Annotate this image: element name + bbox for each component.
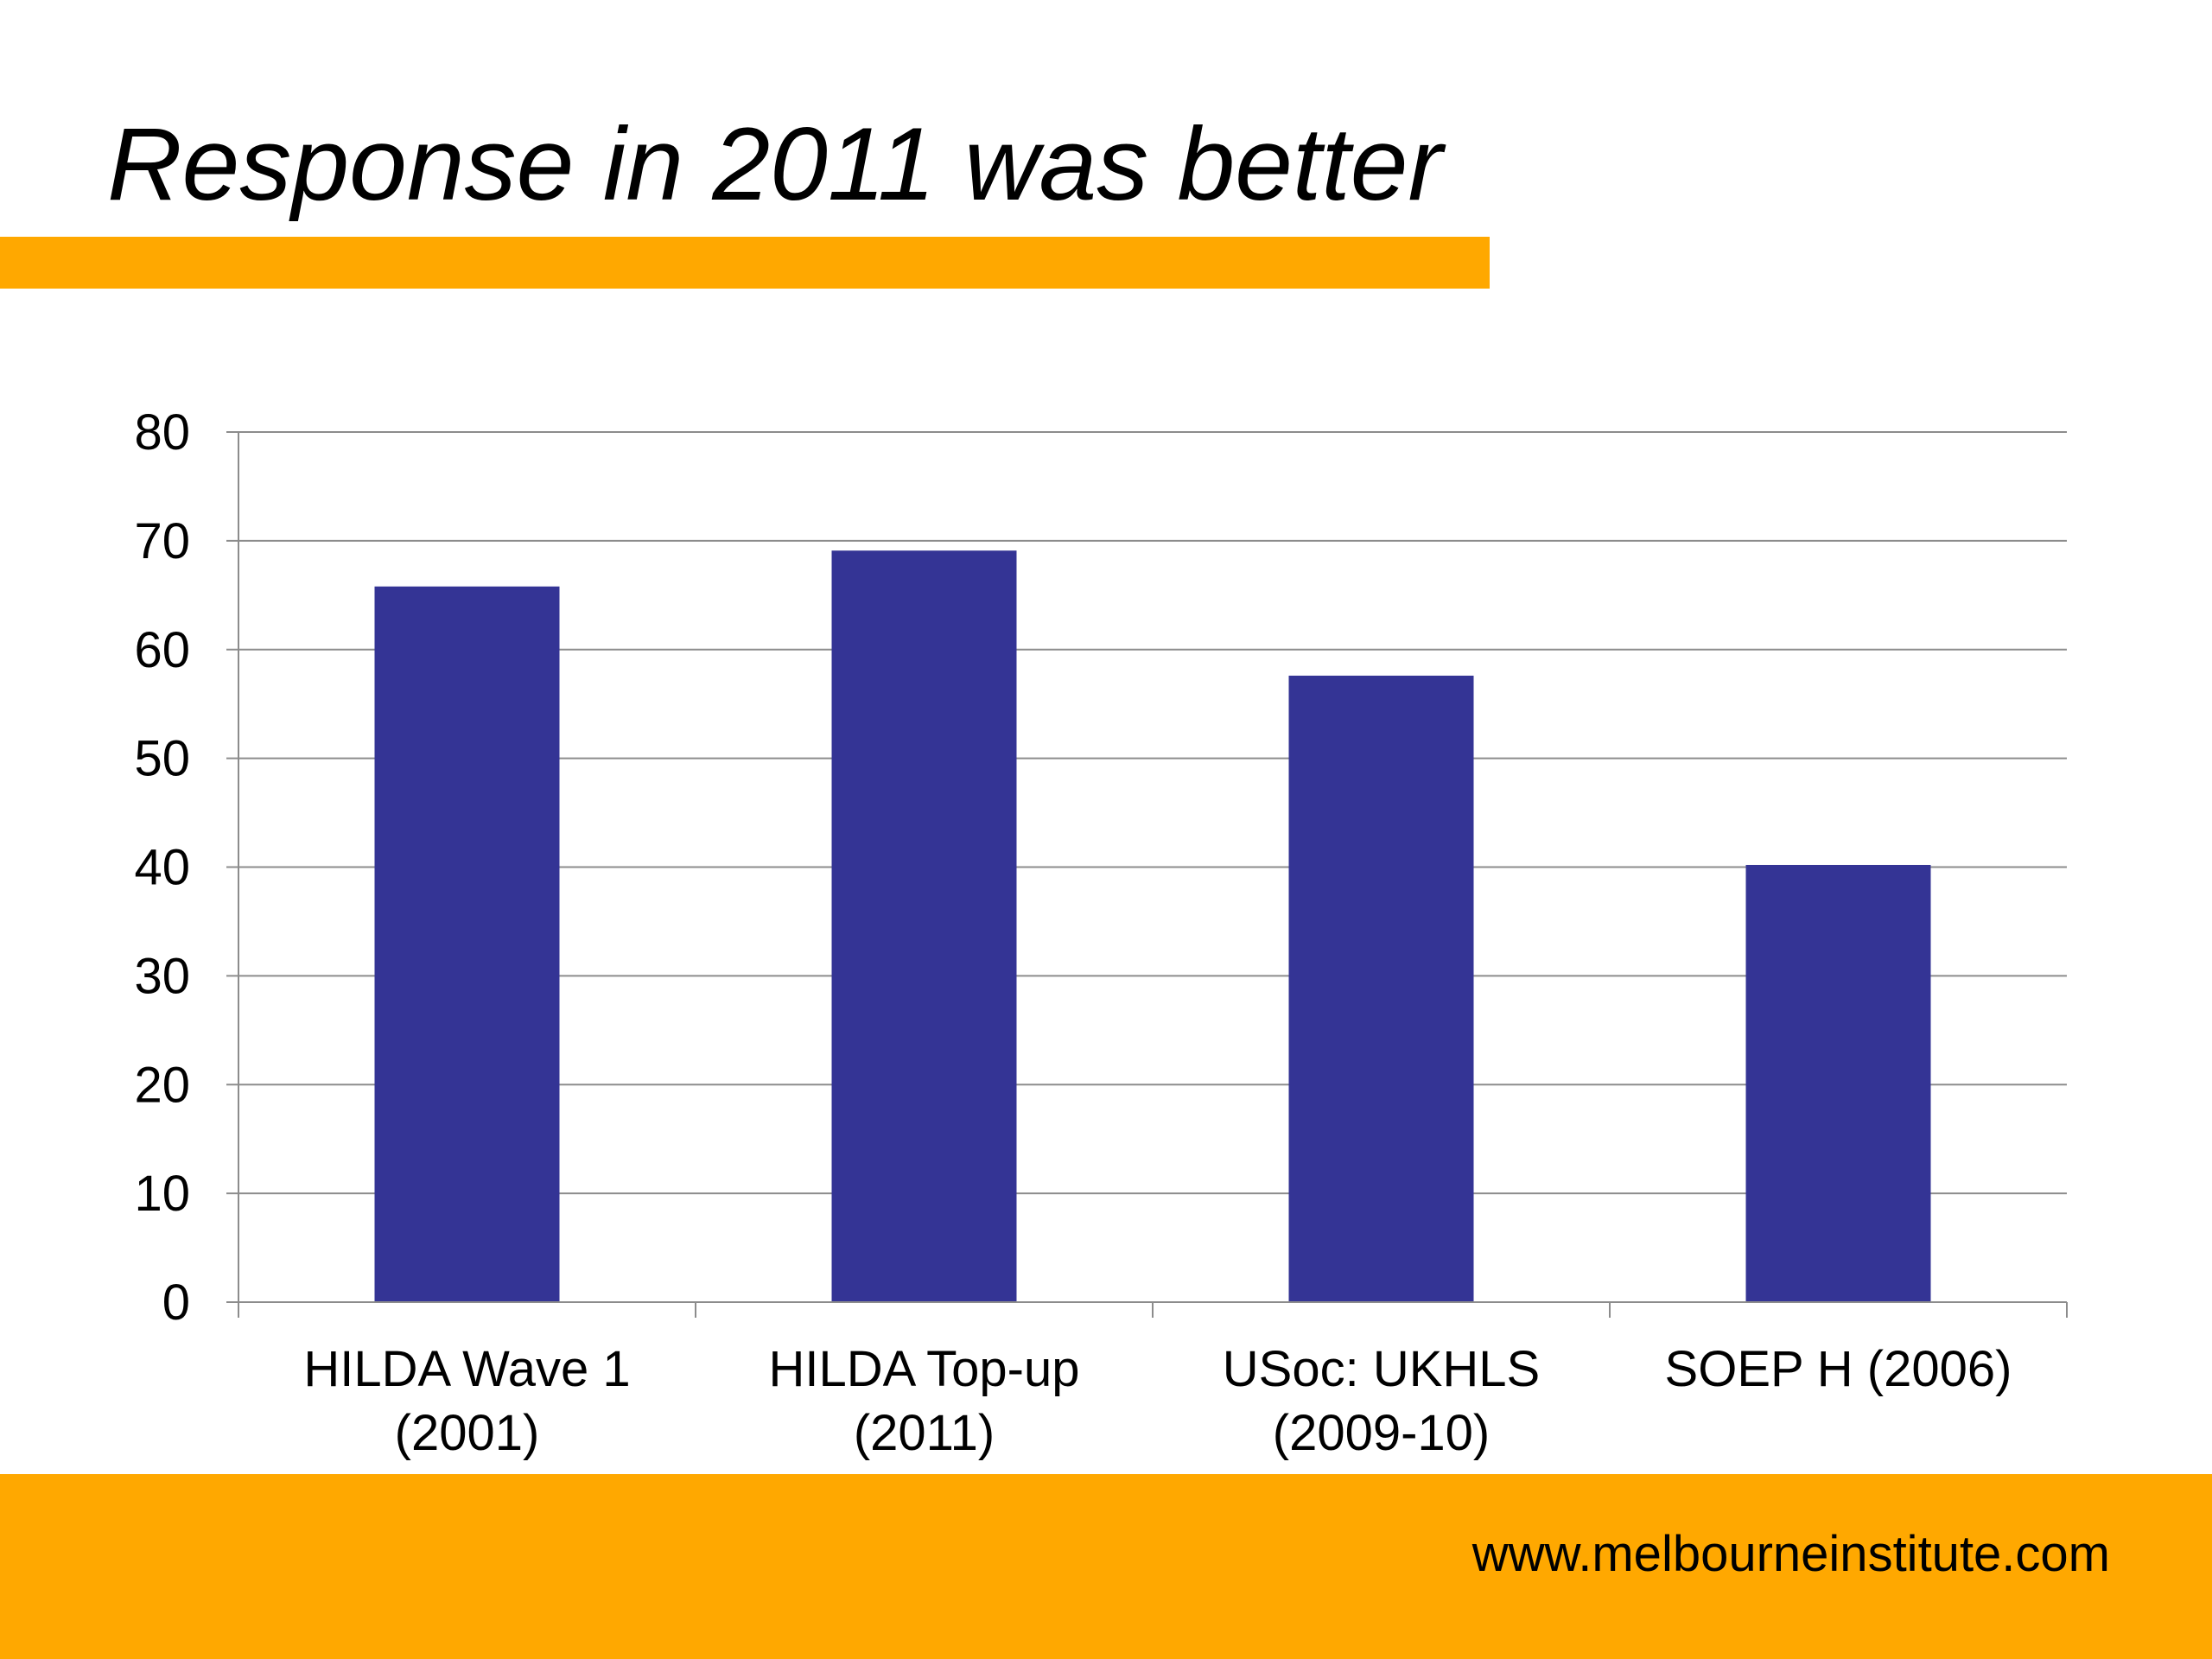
title-accent-bar [0, 237, 1490, 289]
bar [831, 550, 1017, 1302]
y-tick-label: 20 [134, 1057, 190, 1113]
labels: 0 10 20 30 40 50 60 70 80 HILDA Wave 1 (2001) HILDA… [134, 404, 2012, 1461]
x-category-label: HILDA Top-up (2011) [768, 1341, 1079, 1461]
axes [226, 431, 2068, 1318]
footer-bar [0, 1474, 2212, 1659]
y-tick-label: 70 [134, 513, 190, 569]
y-tick-label: 0 [162, 1274, 190, 1331]
footer-url: www.melbourneinstitute.com [1471, 1526, 2110, 1582]
y-tick-label: 80 [134, 404, 190, 461]
y-tick-label: 40 [134, 840, 190, 896]
slide-title: Response in 2011 was better [107, 106, 1443, 222]
y-tick-label: 50 [134, 731, 190, 787]
bar [1745, 864, 1931, 1302]
x-category-label: SOEP H (2006) [1665, 1341, 2012, 1397]
bar [1288, 675, 1474, 1302]
y-tick-label: 60 [134, 622, 190, 678]
bar [374, 586, 560, 1302]
bars [374, 550, 1931, 1302]
x-category-label: USoc: UKHLS (2009-10) [1223, 1341, 1540, 1461]
y-tick-label: 30 [134, 948, 190, 1004]
x-category-label: HILDA Wave 1 (2001) [303, 1341, 630, 1461]
y-tick-label: 10 [134, 1166, 190, 1222]
